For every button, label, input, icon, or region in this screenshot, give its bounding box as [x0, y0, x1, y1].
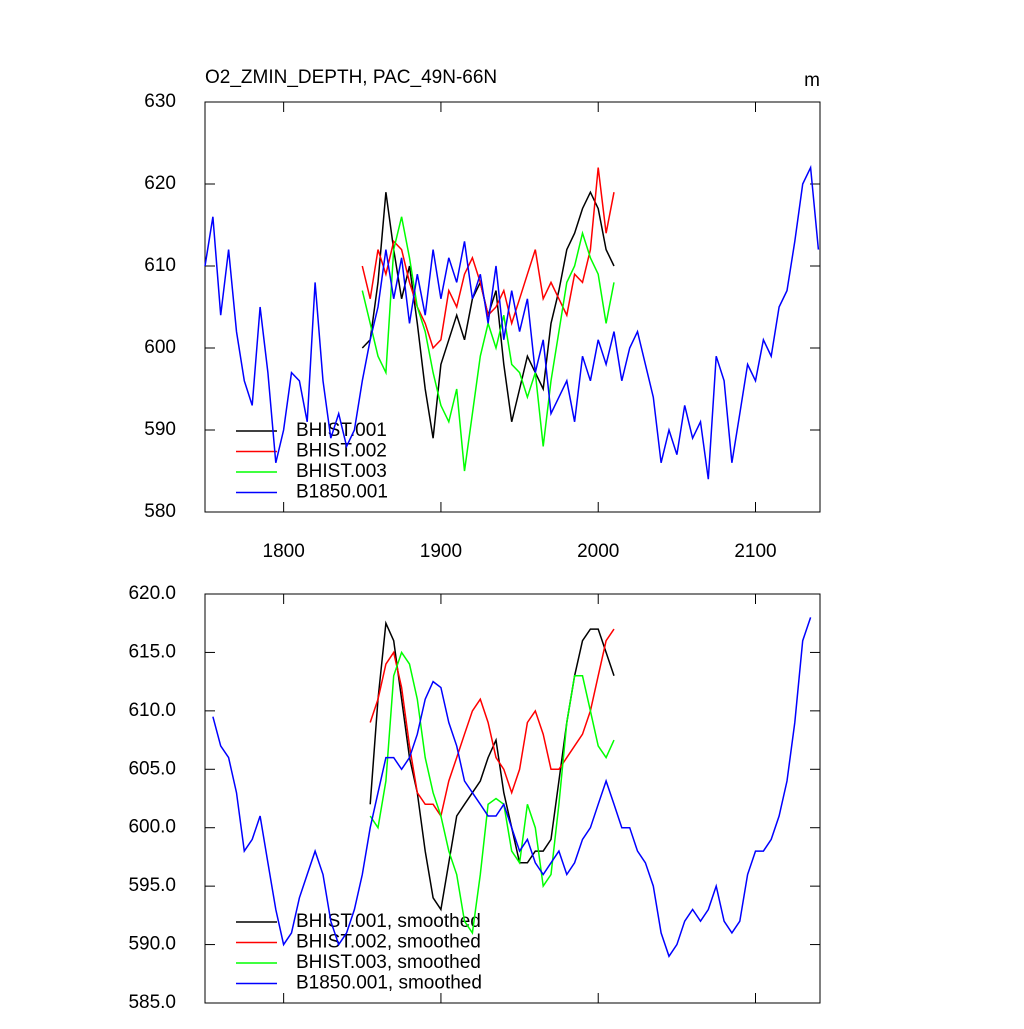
y-tick-label: 590.0 — [128, 934, 176, 955]
y-tick-label: 595.0 — [128, 875, 176, 896]
y-tick-label: 590 — [144, 419, 176, 440]
y-tick-label: 620 — [144, 173, 176, 194]
y-tick-label: 600 — [144, 337, 176, 358]
plot-frame — [204, 593, 821, 1004]
y-tick-label: 600.0 — [128, 817, 176, 838]
legend-label: BHIST.003, smoothed — [296, 952, 481, 973]
chart-title: O2_ZMIN_DEPTH, PAC_49N-66N — [205, 67, 497, 88]
y-tick-label: 630 — [144, 91, 176, 112]
y-tick-label: 610 — [144, 255, 176, 276]
legend-label: BHIST.003 — [296, 461, 387, 482]
y-tick-label: 585.0 — [128, 992, 176, 1013]
legend-label: BHIST.002, smoothed — [296, 932, 481, 953]
y-tick-label: 620.0 — [128, 583, 176, 604]
y-tick-label: 615.0 — [128, 641, 176, 662]
y-tick-label: 610.0 — [128, 700, 176, 721]
y-tick-label: 580 — [144, 501, 176, 522]
x-tick-label: 1900 — [420, 541, 462, 562]
legend-label: B1850.001, smoothed — [296, 973, 482, 994]
series-line — [212, 617, 812, 958]
series-line — [369, 650, 615, 935]
legend-label: BHIST.001, smoothed — [296, 911, 481, 932]
legend-label: BHIST.002 — [296, 441, 387, 462]
x-tick-label: 1800 — [263, 541, 305, 562]
plot-frame — [204, 101, 821, 513]
legend-label: B1850.001 — [296, 482, 388, 503]
units-label: m — [804, 70, 820, 91]
series-line — [361, 167, 615, 350]
x-tick-label: 2000 — [577, 541, 619, 562]
x-tick-label: 2100 — [734, 541, 776, 562]
y-tick-label: 605.0 — [128, 758, 176, 779]
legend-label: BHIST.001 — [296, 420, 387, 441]
series-line — [204, 164, 820, 480]
